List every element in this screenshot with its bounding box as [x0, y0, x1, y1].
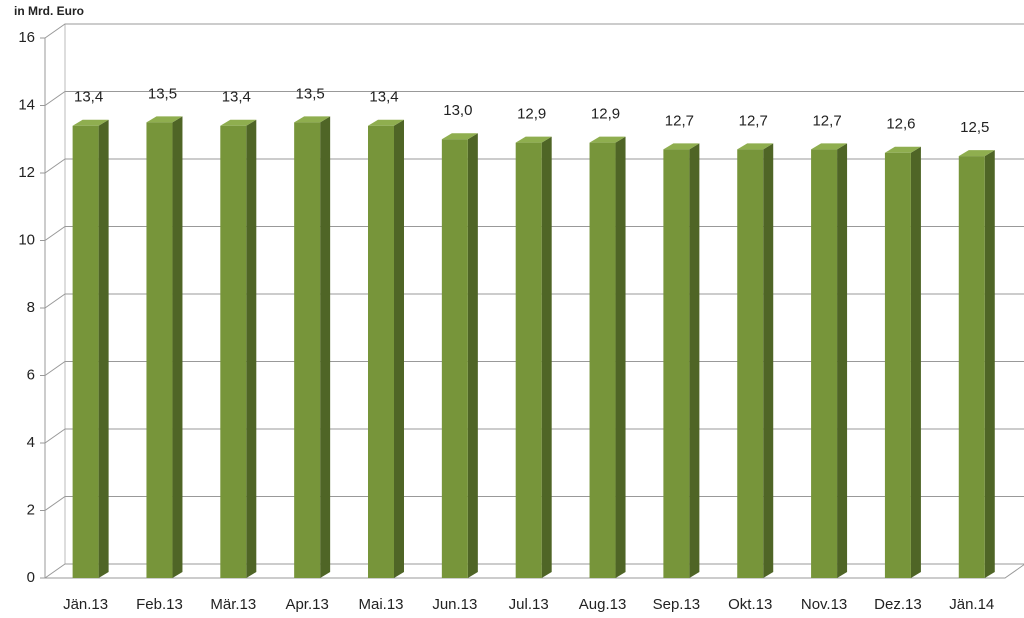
bar-side: [910, 146, 921, 578]
data-label: 12,7: [739, 112, 768, 129]
bar: [146, 122, 173, 578]
bar-top: [441, 133, 478, 140]
x-tick-label: Sep.13: [653, 596, 701, 613]
grid-line: [44, 428, 1024, 444]
y-tick-label: 6: [27, 366, 35, 383]
x-tick-label: Jän.13: [63, 596, 108, 613]
y-tick-label: 12: [18, 164, 35, 181]
y-tick-label: 4: [27, 434, 35, 451]
x-tick-label: Feb.13: [136, 596, 183, 613]
y-tick-label: 16: [18, 29, 35, 46]
bar-side: [467, 133, 478, 578]
data-label: 13,0: [443, 102, 472, 119]
grid-line: [44, 496, 1024, 511]
floor: [45, 564, 1024, 579]
bar-top: [958, 150, 995, 157]
bar-top: [72, 119, 109, 126]
bar-side: [689, 143, 700, 578]
bar: [958, 156, 985, 578]
bar-top: [737, 143, 774, 150]
bar-top: [884, 146, 921, 153]
x-tick-label: Dez.13: [874, 596, 922, 613]
data-label: 12,7: [812, 112, 841, 129]
bar-top: [294, 116, 331, 123]
grid-line: [44, 563, 1024, 579]
bar-top: [220, 119, 257, 126]
bar: [441, 139, 468, 578]
x-tick-label: Aug.13: [579, 596, 627, 613]
data-label: 13,5: [296, 85, 325, 102]
y-tick-label: 0: [27, 569, 35, 586]
data-label: 12,9: [591, 106, 620, 123]
bar-side: [615, 136, 626, 578]
data-label: 12,6: [886, 116, 915, 133]
data-label: 13,4: [74, 89, 103, 106]
bar: [515, 142, 542, 578]
bar: [72, 125, 99, 578]
bar: [294, 122, 321, 578]
bar-side: [394, 119, 404, 578]
bar-side: [763, 143, 774, 578]
bar: [811, 149, 838, 578]
grid-line: [44, 293, 1024, 309]
x-tick-label: Apr.13: [285, 596, 328, 613]
y-tick-label: 8: [27, 299, 35, 316]
data-label: 12,9: [517, 106, 546, 123]
bar-side: [541, 136, 552, 578]
bar-top: [811, 143, 848, 150]
grid-line: [44, 158, 1024, 174]
grid-line: [44, 91, 1024, 106]
bar-top: [663, 143, 700, 150]
bar-side: [246, 119, 257, 578]
data-label: 13,4: [222, 89, 251, 106]
x-tick-label: Jän.14: [949, 596, 994, 613]
bar-top: [146, 116, 183, 123]
x-tick-label: Okt.13: [728, 596, 772, 613]
grid-line: [44, 23, 1024, 39]
bar-side: [984, 150, 995, 578]
x-tick-label: Nov.13: [801, 596, 847, 613]
bar: [663, 149, 690, 578]
bar: [220, 125, 247, 578]
y-axis-title: in Mrd. Euro: [14, 4, 84, 18]
bar: [737, 149, 764, 578]
x-tick-label: Jul.13: [509, 596, 549, 613]
x-tick-label: Jun.13: [432, 596, 477, 613]
bar-side: [172, 116, 183, 578]
bar-side: [837, 143, 848, 578]
bar: [368, 125, 394, 578]
bar: [589, 142, 616, 578]
grid-line: [44, 361, 1024, 376]
data-label: 13,4: [369, 89, 398, 106]
data-label: 12,5: [960, 119, 989, 136]
y-tick-label: 10: [18, 231, 35, 248]
x-tick-label: Mai.13: [358, 596, 403, 613]
data-label: 12,7: [665, 112, 694, 129]
bar-top: [368, 119, 404, 126]
y-tick-label: 2: [27, 501, 35, 518]
bar-top: [589, 136, 626, 143]
x-tick-label: Mär.13: [210, 596, 256, 613]
bar-top: [515, 136, 552, 143]
grid-line: [44, 226, 1024, 241]
bar-side: [98, 119, 109, 578]
y-tick-label: 14: [18, 96, 35, 113]
bar: [884, 152, 911, 578]
data-label: 13,5: [148, 85, 177, 102]
bar-side: [320, 116, 331, 578]
